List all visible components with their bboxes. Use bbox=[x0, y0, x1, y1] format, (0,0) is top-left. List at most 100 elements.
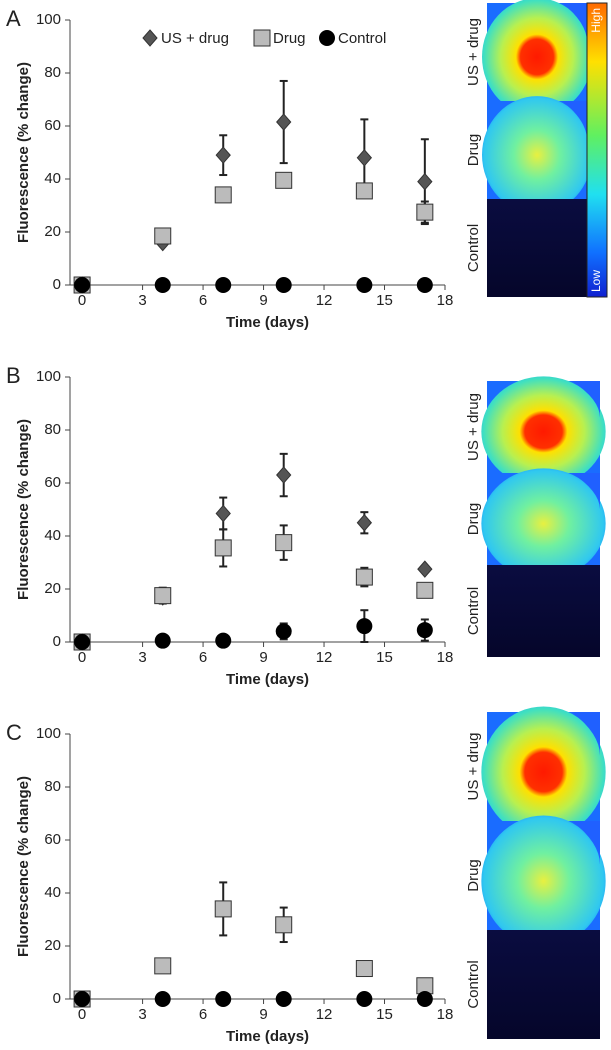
image-signal bbox=[481, 468, 606, 579]
y-tick-label: 0 bbox=[53, 990, 61, 1007]
image-label: Control bbox=[465, 960, 482, 1008]
point bbox=[356, 618, 373, 635]
point bbox=[275, 534, 293, 552]
x-tick-label: 15 bbox=[376, 649, 393, 666]
x-tick-label: 6 bbox=[199, 649, 207, 666]
point bbox=[154, 957, 172, 975]
y-tick-label: 40 bbox=[44, 884, 61, 901]
point bbox=[356, 513, 373, 532]
y-tick-label: 100 bbox=[36, 368, 61, 385]
point bbox=[276, 113, 292, 131]
image-edge bbox=[571, 821, 600, 865]
image-signal bbox=[481, 376, 606, 487]
y-axis-label: Fluorescence (% change) bbox=[15, 419, 32, 600]
y-tick-label: 60 bbox=[44, 474, 61, 491]
x-tick-label: 12 bbox=[316, 292, 333, 309]
image-edge bbox=[571, 712, 600, 756]
x-tick-label: 18 bbox=[437, 1006, 454, 1023]
panel-label: C bbox=[6, 720, 22, 745]
image-tile bbox=[487, 199, 587, 297]
point bbox=[74, 991, 91, 1007]
point bbox=[275, 277, 292, 293]
point bbox=[417, 560, 433, 578]
image-label: Control bbox=[465, 587, 482, 635]
point bbox=[214, 900, 232, 918]
x-tick-label: 6 bbox=[199, 1006, 207, 1023]
point bbox=[416, 581, 434, 599]
point bbox=[355, 182, 373, 200]
image-label: US + drug bbox=[465, 733, 482, 801]
legend-label: Control bbox=[338, 30, 386, 47]
y-axis-label: Fluorescence (% change) bbox=[15, 776, 32, 957]
y-tick-label: 20 bbox=[44, 580, 61, 597]
legend-label: Drug bbox=[273, 30, 306, 47]
image-label: Drug bbox=[465, 134, 482, 167]
point bbox=[215, 504, 231, 523]
point bbox=[215, 277, 232, 293]
image-signal bbox=[481, 815, 606, 947]
point bbox=[275, 171, 293, 189]
legend-marker bbox=[142, 29, 158, 47]
y-tick-label: 40 bbox=[44, 527, 61, 544]
image-signal bbox=[482, 0, 592, 116]
point bbox=[154, 587, 172, 605]
x-axis-label: Time (days) bbox=[226, 314, 309, 331]
y-tick-label: 100 bbox=[36, 725, 61, 742]
legend-marker bbox=[253, 29, 271, 47]
x-tick-label: 15 bbox=[376, 1006, 393, 1023]
point bbox=[154, 632, 171, 649]
point bbox=[74, 277, 91, 293]
y-tick-label: 80 bbox=[44, 64, 61, 81]
x-tick-label: 9 bbox=[259, 649, 267, 666]
x-tick-label: 0 bbox=[78, 292, 86, 309]
image-tile bbox=[487, 565, 600, 657]
image-edge bbox=[562, 101, 587, 141]
x-tick-label: 3 bbox=[138, 292, 146, 309]
x-tick-label: 9 bbox=[259, 292, 267, 309]
panel-label: A bbox=[6, 6, 21, 31]
point bbox=[355, 960, 373, 978]
x-axis-label: Time (days) bbox=[226, 671, 309, 688]
point bbox=[215, 146, 231, 164]
colorbar-label: Low bbox=[589, 270, 603, 292]
y-tick-label: 40 bbox=[44, 170, 61, 187]
point bbox=[275, 991, 292, 1007]
point bbox=[416, 203, 434, 221]
x-tick-label: 15 bbox=[376, 292, 393, 309]
x-tick-label: 12 bbox=[316, 649, 333, 666]
legend-marker bbox=[319, 30, 335, 46]
point bbox=[154, 277, 171, 293]
point bbox=[356, 277, 373, 293]
x-tick-label: 0 bbox=[78, 1006, 86, 1023]
y-tick-label: 20 bbox=[44, 937, 61, 954]
y-tick-label: 60 bbox=[44, 831, 61, 848]
image-label: US + drug bbox=[465, 18, 482, 86]
x-tick-label: 18 bbox=[437, 649, 454, 666]
y-tick-label: 80 bbox=[44, 421, 61, 438]
point bbox=[74, 634, 91, 650]
point bbox=[154, 227, 172, 245]
image-signal bbox=[481, 706, 606, 838]
x-axis-label: Time (days) bbox=[226, 1028, 309, 1045]
image-label: Drug bbox=[465, 859, 482, 892]
y-tick-label: 60 bbox=[44, 117, 61, 134]
image-label: Control bbox=[465, 224, 482, 272]
y-tick-label: 100 bbox=[36, 11, 61, 28]
y-tick-label: 0 bbox=[53, 633, 61, 650]
point bbox=[416, 991, 433, 1007]
x-tick-label: 18 bbox=[437, 292, 454, 309]
point bbox=[215, 991, 232, 1007]
panel-label: B bbox=[6, 363, 21, 388]
image-label: Drug bbox=[465, 503, 482, 536]
image-signal bbox=[482, 96, 592, 214]
y-tick-label: 20 bbox=[44, 223, 61, 240]
point bbox=[356, 991, 373, 1007]
point bbox=[275, 916, 293, 934]
legend-label: US + drug bbox=[161, 30, 229, 47]
x-tick-label: 3 bbox=[138, 1006, 146, 1023]
point bbox=[356, 149, 373, 167]
y-tick-label: 80 bbox=[44, 778, 61, 795]
point bbox=[355, 568, 373, 586]
point bbox=[417, 172, 433, 191]
